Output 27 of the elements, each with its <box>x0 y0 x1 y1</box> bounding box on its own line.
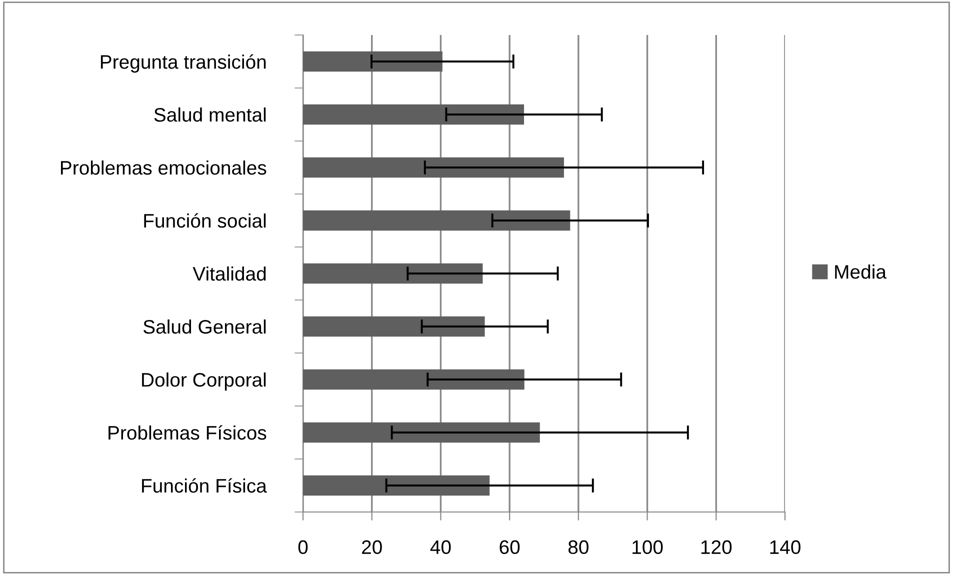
bar <box>303 475 490 496</box>
x-tick-label: 140 <box>770 540 800 554</box>
bar <box>303 369 524 390</box>
legend-label: Media <box>835 264 886 279</box>
bar <box>303 263 483 284</box>
x-tick-label: 0 <box>298 540 308 554</box>
y-tick-label: Problemas emocionales <box>60 160 266 175</box>
x-tick-label: 60 <box>500 540 520 554</box>
x-tick-label: 120 <box>701 540 732 554</box>
bar <box>303 316 485 337</box>
x-tick-label: 100 <box>632 540 663 554</box>
bar <box>303 51 442 72</box>
y-tick-label: Pregunta transición <box>100 54 266 73</box>
y-tick-label: Problemas Físicos <box>108 425 266 440</box>
bar <box>303 422 540 443</box>
y-tick-label: Salud General <box>143 319 266 334</box>
x-tick-label: 40 <box>430 540 451 554</box>
bar <box>303 210 570 231</box>
bar <box>303 157 564 178</box>
y-tick-label: Función social <box>144 213 266 228</box>
y-tick-label: Dolor Corporal <box>142 372 266 391</box>
x-tick-label: 80 <box>568 540 588 554</box>
x-tick-label: 20 <box>362 540 382 554</box>
y-tick-label: Vitalidad <box>192 266 266 281</box>
y-tick-label: Salud mental <box>154 107 266 122</box>
bar <box>303 104 524 125</box>
y-tick-label: Función Física <box>142 478 267 493</box>
